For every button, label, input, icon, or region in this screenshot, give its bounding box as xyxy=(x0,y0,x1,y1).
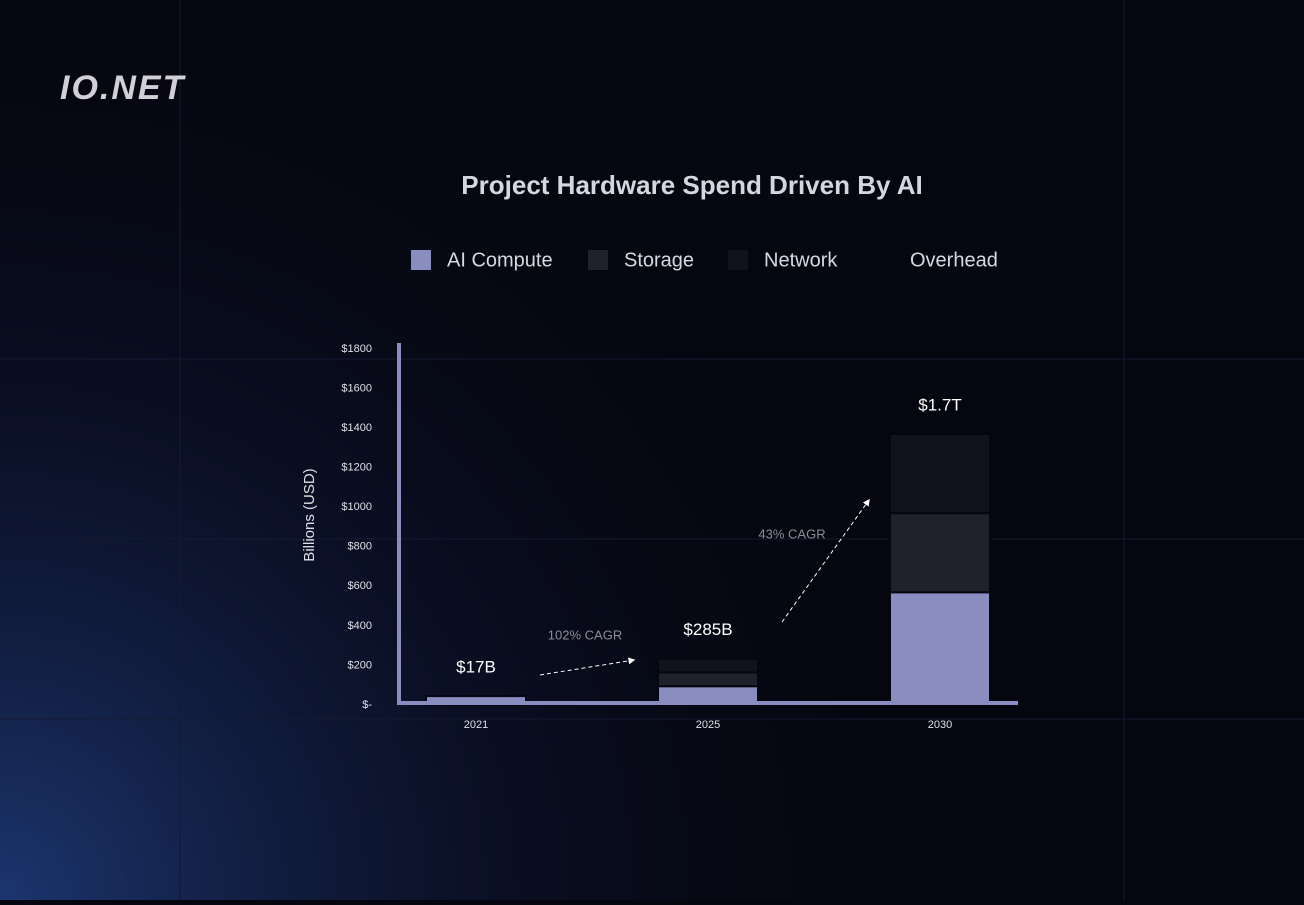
y-tick-label: $- xyxy=(362,699,372,711)
total-label: $285B xyxy=(683,620,732,639)
x-tick-label: 2021 xyxy=(464,719,488,731)
y-tick-label: $1800 xyxy=(341,343,372,355)
legend-swatch xyxy=(411,250,431,270)
legend-label: AI Compute xyxy=(447,249,553,271)
total-label: $17B xyxy=(456,658,496,677)
legend-swatch xyxy=(874,250,894,270)
y-tick-label: $800 xyxy=(348,541,372,553)
y-tick-label: $1200 xyxy=(341,462,372,474)
logo: IO.NET xyxy=(60,69,187,107)
total-label: $1.7T xyxy=(918,396,961,415)
y-tick-label: $600 xyxy=(348,580,372,592)
legend-swatch xyxy=(588,250,608,270)
y-tick-label: $200 xyxy=(348,659,372,671)
bar-segment xyxy=(889,433,991,515)
bar-segment xyxy=(657,657,759,674)
y-tick-label: $1600 xyxy=(341,382,372,394)
chart-title: Project Hardware Spend Driven By AI xyxy=(461,170,922,200)
y-axis-label: Billions (USD) xyxy=(301,468,318,561)
bar-segment xyxy=(657,671,759,688)
y-tick-label: $400 xyxy=(348,620,372,632)
y-tick-label: $1000 xyxy=(341,501,372,513)
legend-label: Network xyxy=(764,249,838,271)
legend-swatch xyxy=(728,250,748,270)
cagr-arrow xyxy=(539,657,636,676)
x-tick-label: 2030 xyxy=(928,719,952,731)
annotation: 43% CAGR xyxy=(758,526,825,541)
y-tick-label: $1400 xyxy=(341,422,372,434)
bar-segment xyxy=(889,512,991,594)
legend-label: Overhead xyxy=(910,249,998,271)
legend-label: Storage xyxy=(624,249,694,271)
annotation: 102% CAGR xyxy=(548,627,622,642)
bar-segment xyxy=(889,591,991,706)
cagr-arrow xyxy=(781,498,870,623)
x-tick-label: 2025 xyxy=(696,719,720,731)
